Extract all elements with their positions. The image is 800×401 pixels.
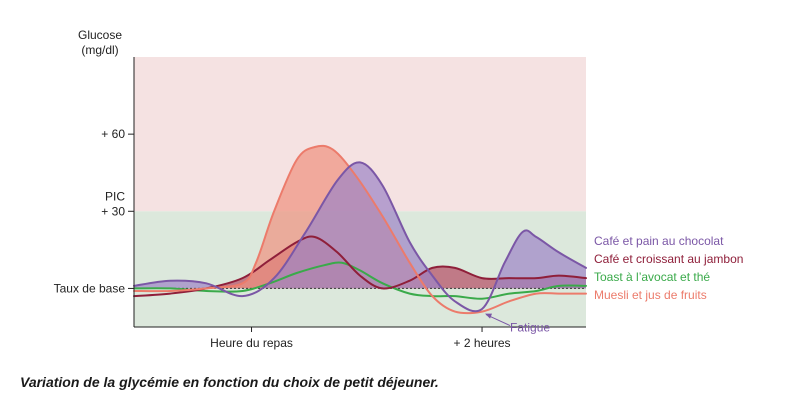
y-tick-label: + 60 [101, 127, 125, 141]
y-axis-title-line: (mg/dl) [81, 43, 118, 57]
x-axis-ticks: Heure du repas + 2 heures [210, 327, 511, 350]
chart-series-lines [133, 144, 587, 315]
legend: Café et pain au chocolat Café et croissan… [594, 234, 743, 302]
legend-item-cafe-et-pain-au-chocolat: Café et pain au chocolat [594, 234, 724, 248]
chart-axes [133, 57, 586, 328]
y-axis-ticks: Taux de base PIC+ 30 + 60 [54, 127, 134, 295]
fatigue-arrow-head [485, 313, 493, 319]
legend-item-cafe-et-croissant-au-jambon: Café et croissant au jambon [594, 252, 743, 266]
chart-caption: Variation de la glycémie en fonction du … [20, 374, 439, 390]
glucose-chart: Glucose(mg/dl) Taux de base PIC+ 30 + 60 H… [54, 28, 744, 350]
x-tick-label: + 2 heures [454, 336, 511, 350]
y-axis-title-line: Glucose [78, 28, 122, 42]
y-axis-title: Glucose(mg/dl) [78, 28, 122, 57]
fatigue-label: Fatigue [510, 321, 550, 335]
y-tick-label: PIC [105, 189, 125, 203]
legend-item-muesli-et-jus-de-fruits: Muesli et jus de fruits [594, 288, 707, 302]
series-line-toast-a-l-avocat-et-the [133, 261, 587, 300]
series-line-muesli-et-jus-de-fruits [133, 144, 587, 315]
series-line-cafe-et-pain-au-chocolat [133, 161, 587, 313]
series-line-cafe-et-croissant-au-jambon [133, 235, 587, 298]
x-tick-label: Heure du repas [210, 336, 293, 350]
y-tick-label: Taux de base [54, 281, 126, 295]
fatigue-annotation: Fatigue [485, 313, 550, 335]
y-tick-label: + 30 [101, 204, 125, 218]
area-fill-cafe-et-pain-au-chocolat [134, 162, 586, 289]
legend-item-toast-a-l-avocat-et-the: Toast à l’avocat et thé [594, 270, 710, 284]
